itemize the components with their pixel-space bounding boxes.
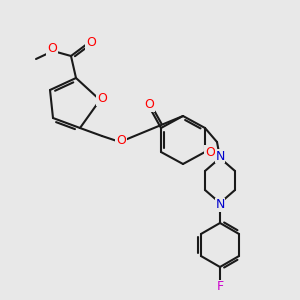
Text: O: O — [47, 43, 57, 56]
Text: O: O — [116, 134, 126, 148]
Text: N: N — [215, 199, 225, 212]
Text: O: O — [97, 92, 107, 106]
Text: O: O — [205, 146, 215, 158]
Text: N: N — [215, 149, 225, 163]
Text: O: O — [144, 98, 154, 112]
Text: O: O — [86, 37, 96, 50]
Text: F: F — [216, 280, 224, 293]
